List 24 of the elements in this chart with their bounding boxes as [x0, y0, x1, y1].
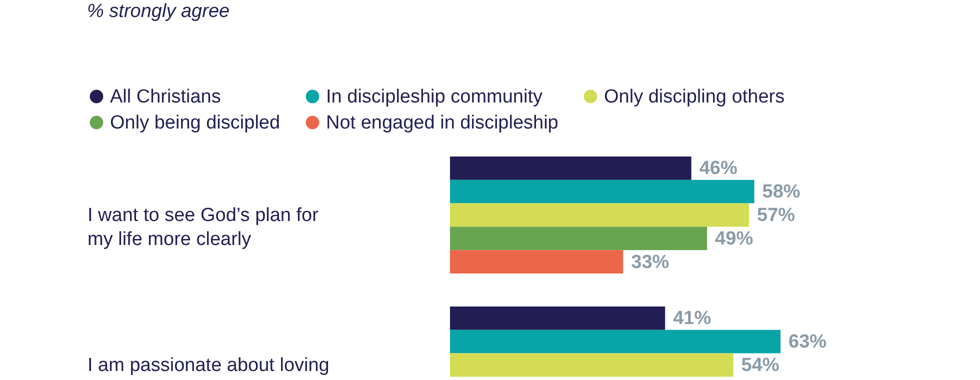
- data-label: 41%: [673, 308, 712, 330]
- y-tick-label: I am passionate about loving: [88, 355, 330, 376]
- bar: [450, 330, 781, 354]
- legend-label: All Christians: [110, 86, 221, 108]
- bar: [450, 250, 624, 274]
- legend-label: Only discipling others: [604, 86, 785, 108]
- legend-label: Only being discipled: [110, 112, 280, 134]
- data-label: 54%: [741, 355, 780, 376]
- data-label: 33%: [631, 252, 670, 273]
- bar: [450, 180, 754, 204]
- bar: [450, 353, 734, 377]
- data-label: 63%: [788, 332, 827, 353]
- bar: [450, 203, 750, 227]
- y-tick-label: I want to see God’s plan for my life more clearly: [88, 205, 320, 250]
- bar: [450, 306, 666, 330]
- bar: [450, 156, 692, 180]
- text: % strongly agree: [87, 1, 230, 22]
- data-label: 58%: [762, 182, 800, 203]
- legend-label: Not engaged in discipleship: [326, 112, 558, 134]
- data-label: 46%: [699, 158, 738, 180]
- data-label: 57%: [757, 205, 796, 226]
- data-label: 49%: [715, 228, 754, 250]
- bar: [450, 226, 708, 250]
- legend-label: In discipleship community: [326, 86, 543, 108]
